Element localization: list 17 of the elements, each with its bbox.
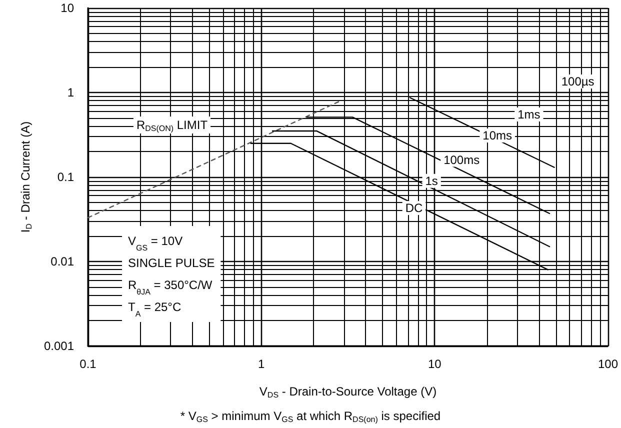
annotation: 1ms	[518, 107, 540, 122]
x-tick-label: 10	[428, 357, 442, 371]
annotation: 10ms	[482, 128, 512, 142]
y-tick-label: 0.01	[50, 254, 74, 268]
y-tick-label: 1	[67, 86, 74, 100]
annotation: SINGLE PULSE	[128, 256, 215, 270]
y-tick-label: 10	[60, 1, 74, 15]
x-tick-label: 0.1	[80, 357, 97, 371]
y-axis-title: ID - Drain Current (A)	[18, 121, 34, 233]
annotation: 1s	[425, 174, 438, 188]
annotation: DC	[405, 200, 423, 215]
x-tick-label: 100	[598, 357, 618, 371]
annotation: 100ms	[444, 152, 480, 167]
y-tick-label: 0.1	[57, 170, 74, 184]
y-tick-label: 0.001	[44, 339, 74, 353]
x-tick-label: 1	[258, 357, 265, 371]
annotation: 100µs	[561, 74, 594, 88]
